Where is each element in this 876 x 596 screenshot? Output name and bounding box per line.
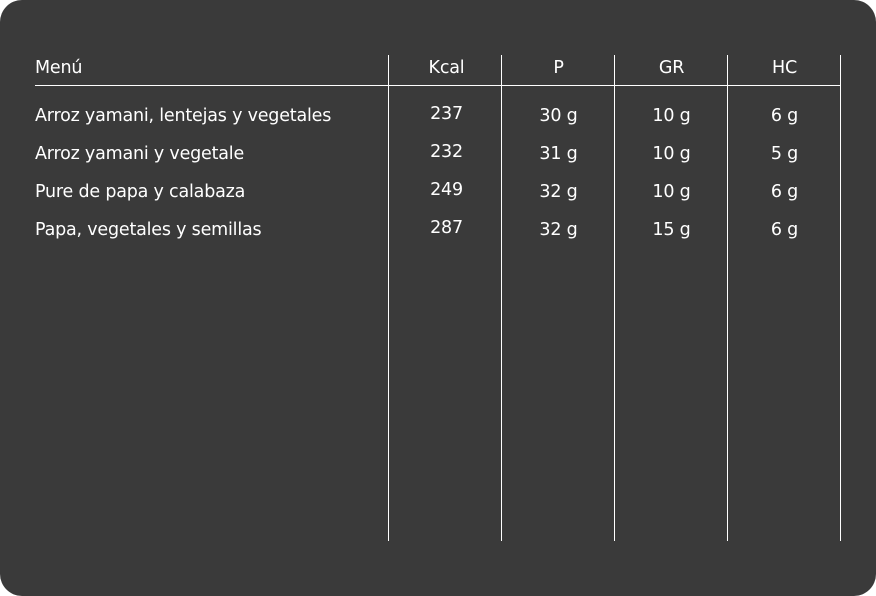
column-divider (614, 55, 615, 541)
cell-fat: 10 g (652, 106, 691, 126)
cell-menu: Arroz yamani y vegetale (35, 144, 245, 164)
cell-protein: 30 g (539, 106, 578, 126)
cell-protein: 32 g (539, 220, 578, 240)
column-divider (840, 55, 841, 541)
cell-kcal: 287 (430, 218, 463, 238)
cell-menu: Arroz yamani, lentejas y vegetales (35, 106, 332, 126)
cell-carbs: 6 g (770, 220, 799, 240)
column-divider (727, 55, 728, 541)
cell-protein: 32 g (539, 182, 578, 202)
cell-carbs: 5 g (770, 144, 799, 164)
cell-menu: Papa, vegetales y semillas (35, 220, 262, 240)
cell-carbs: 6 g (770, 182, 799, 202)
header-divider (35, 85, 840, 86)
column-divider (388, 55, 389, 541)
column-divider (501, 55, 502, 541)
cell-kcal: 237 (430, 104, 463, 124)
cell-kcal: 232 (430, 142, 463, 162)
cell-kcal: 249 (430, 180, 463, 200)
header-fat: GR (658, 58, 685, 78)
header-kcal: Kcal (428, 58, 465, 78)
header-protein: P (553, 58, 564, 78)
cell-fat: 10 g (652, 144, 691, 164)
cell-carbs: 6 g (770, 106, 799, 126)
header-menu: Menú (35, 58, 83, 78)
cell-fat: 10 g (652, 182, 691, 202)
cell-protein: 31 g (539, 144, 578, 164)
header-carbs: HC (772, 58, 797, 78)
cell-fat: 15 g (652, 220, 691, 240)
cell-menu: Pure de papa y calabaza (35, 182, 246, 202)
